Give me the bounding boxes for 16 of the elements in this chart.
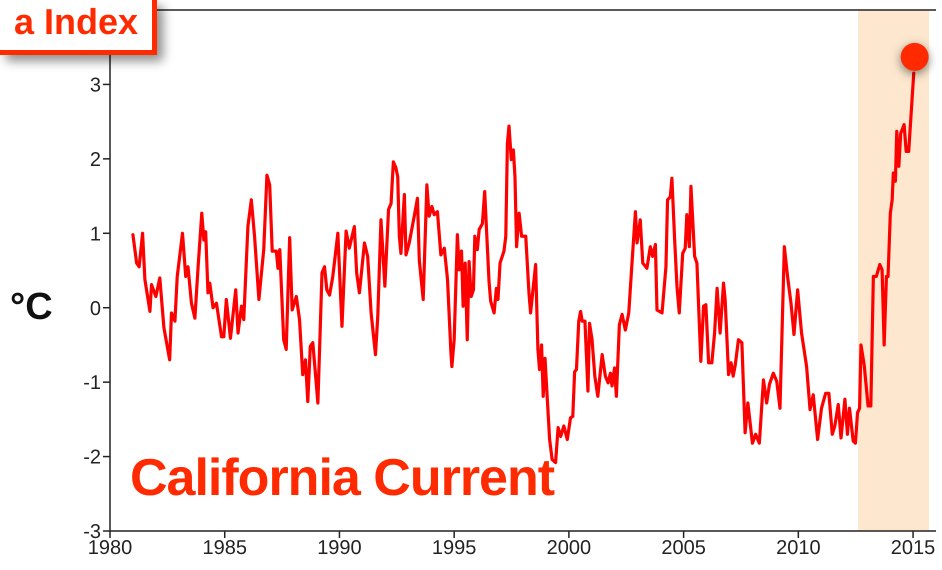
y-tick-label: 3	[90, 74, 101, 97]
x-tick-label: 2015	[890, 537, 936, 560]
y-tick-label: 1	[90, 223, 101, 246]
y-tick-label: -1	[83, 372, 101, 394]
y-tick-label: 2	[90, 148, 101, 171]
x-tick-label: 2010	[776, 537, 821, 560]
y-tick-label: -2	[83, 446, 101, 469]
x-tick-label: 2000	[546, 537, 592, 560]
y-tick-label: 0	[90, 298, 101, 320]
x-tick-label: 1990	[317, 537, 362, 560]
annotation: California Current	[130, 448, 554, 508]
chart-title: a Index	[0, 0, 158, 55]
y-axis-title: °C	[10, 286, 53, 329]
x-tick-label: 1985	[202, 537, 247, 560]
x-tick-label: 2005	[661, 537, 706, 560]
x-tick-label: 1995	[432, 537, 476, 560]
